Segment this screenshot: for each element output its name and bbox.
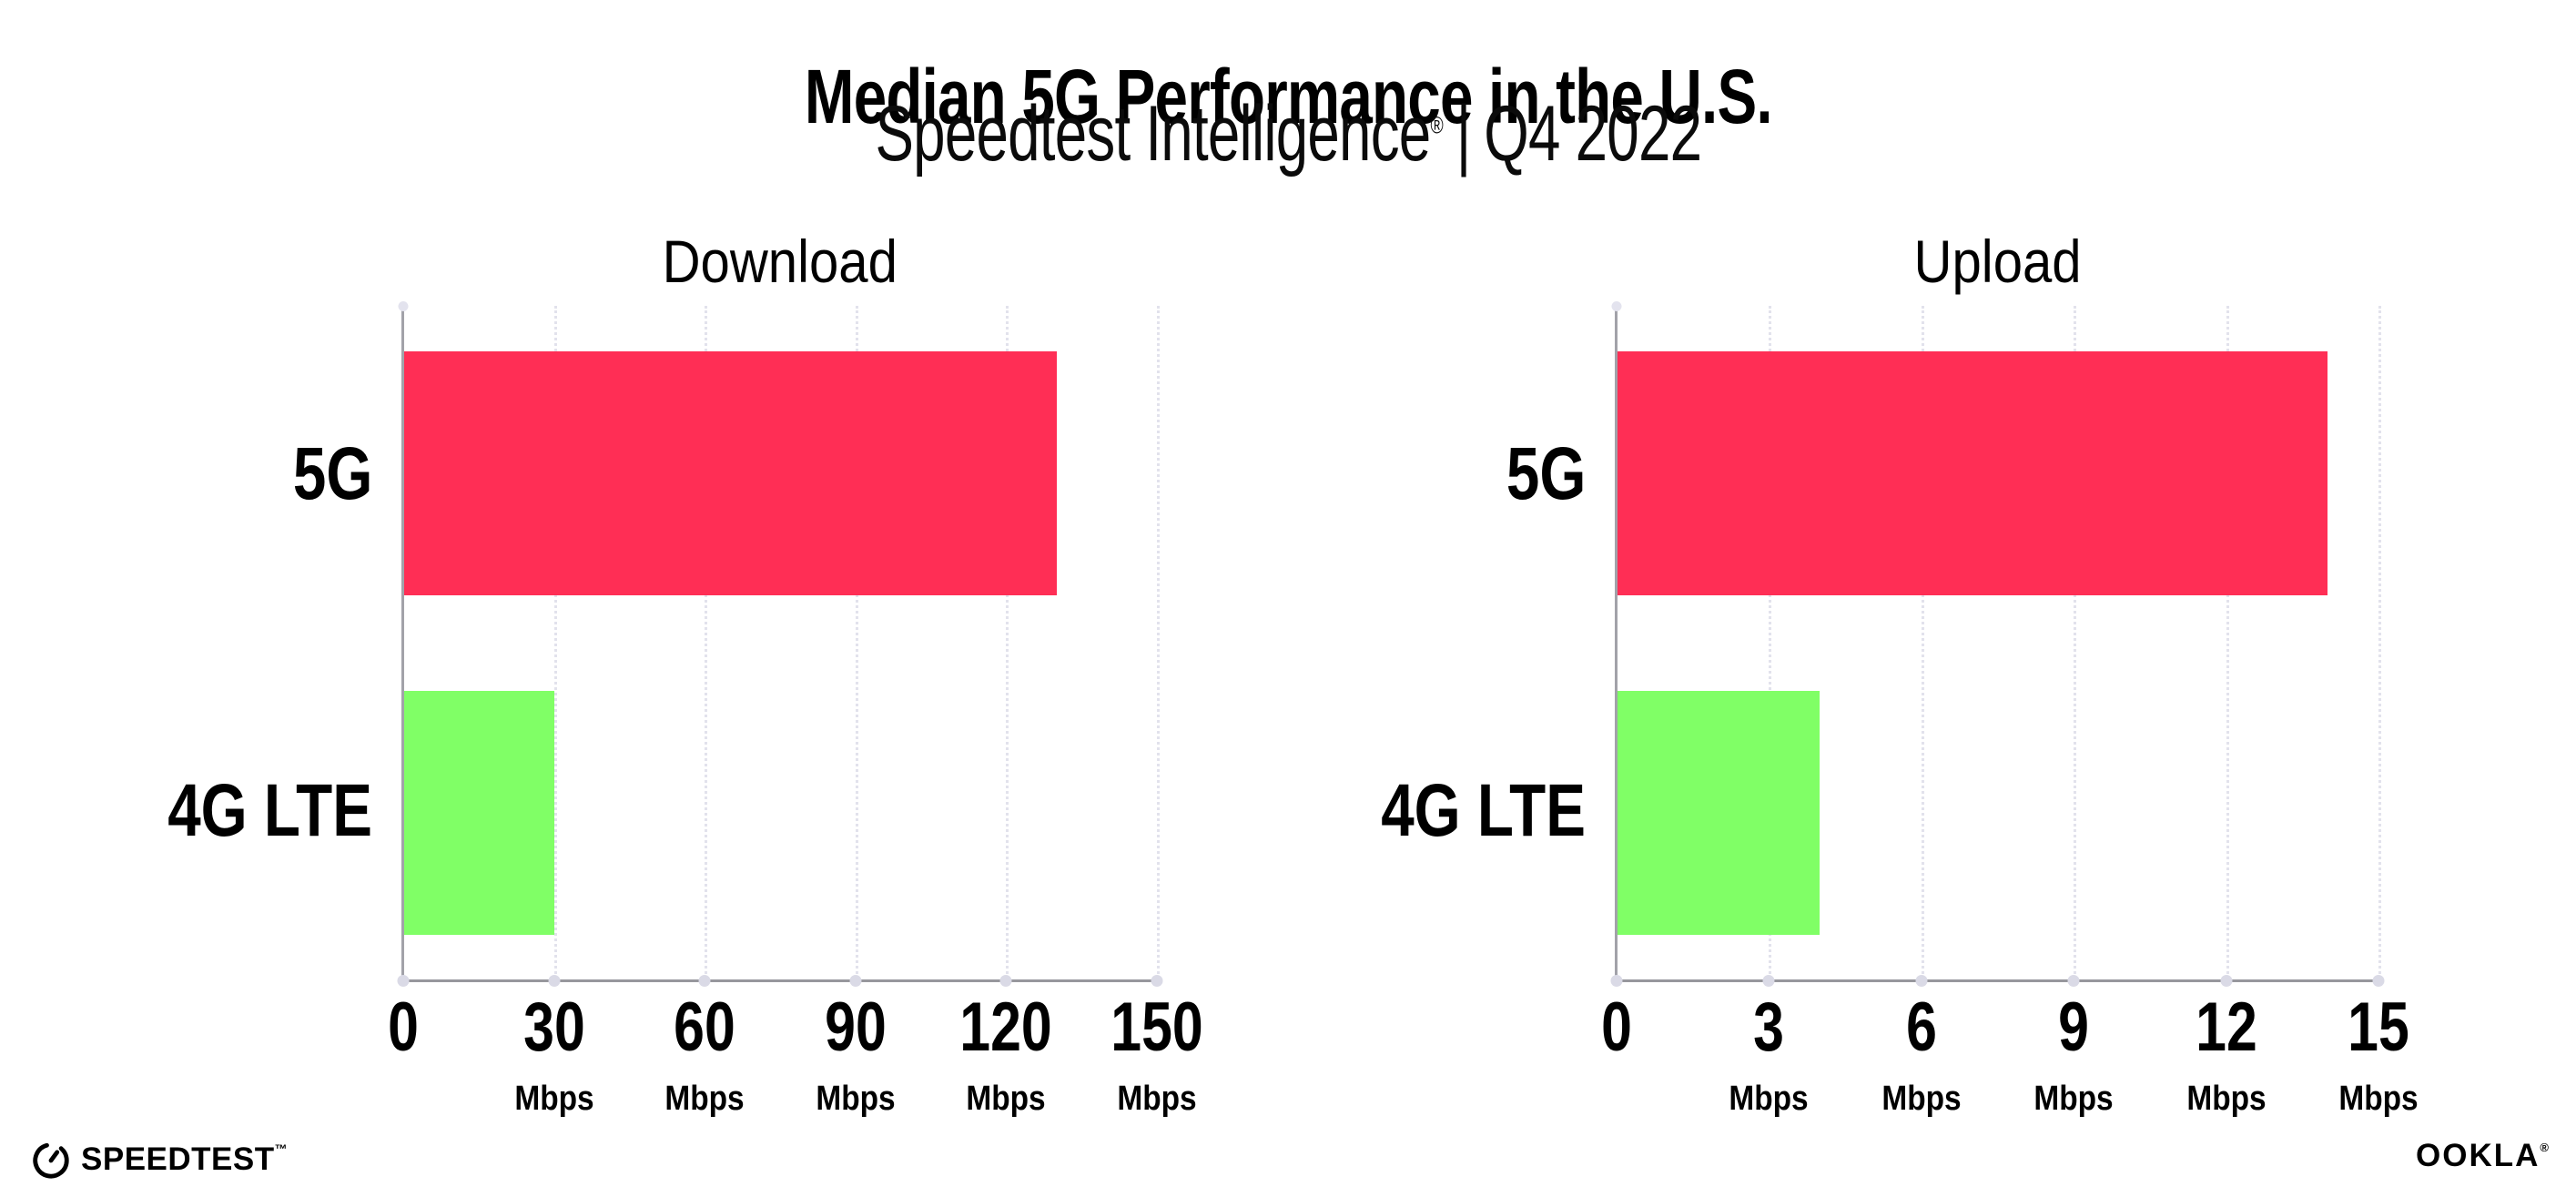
x-tick-label: 30 — [522, 989, 585, 1066]
tick-dot — [2220, 975, 2233, 987]
gridline — [1921, 306, 1924, 979]
tick-dot — [999, 975, 1012, 987]
page-title-text: Median 5G Performance in the U.S. — [804, 54, 1773, 140]
gridline — [2226, 306, 2229, 979]
gridline — [1006, 306, 1009, 979]
bar-4g-lte — [403, 691, 554, 936]
x-tick-label: 0 — [388, 989, 419, 1066]
subtitle-period: Q4 2022 — [1483, 90, 1702, 178]
tick-dot — [397, 975, 410, 987]
x-axis-line — [401, 979, 1157, 982]
gridline — [2378, 306, 2381, 979]
tick-dot — [698, 975, 711, 987]
x-tick-label: 0 — [1601, 989, 1632, 1066]
download-chart: Download 5G 4G LTE 0 30 60 90 120 150 Mb… — [0, 228, 1288, 1147]
x-tick-label: 3 — [1753, 989, 1785, 1066]
tick-dot — [1915, 975, 1928, 987]
x-tick-label: 90 — [824, 989, 887, 1066]
registered-symbol: ® — [2540, 1141, 2551, 1154]
x-tick-label: 15 — [2348, 989, 2409, 1066]
x-tick-unit: Mbps — [2338, 1080, 2419, 1118]
gridline — [2074, 306, 2077, 979]
page-title: Median 5G Performance in the U.S. — [0, 56, 2576, 137]
tick-dot — [548, 975, 561, 987]
x-tick-label: 12 — [2195, 989, 2257, 1066]
gridline — [705, 306, 708, 979]
subtitle-brand: Speedtest Intelligence — [875, 90, 1431, 178]
x-tick-label: 6 — [1905, 989, 1937, 1066]
x-tick-unit: Mbps — [2033, 1080, 2114, 1118]
ookla-wordmark: OOKLA — [2416, 1138, 2541, 1173]
page-subtitle-text: Speedtest Intelligence® | Q4 2022 — [875, 90, 1702, 178]
tick-dot — [2372, 975, 2385, 987]
gridline — [1157, 306, 1160, 979]
category-label-5g: 5G — [1506, 432, 1586, 515]
category-label-4g-lte: 4G LTE — [167, 769, 372, 852]
upload-chart: Upload 5G 4G LTE 0 3 6 9 12 15 Mbps Mbps… — [1288, 228, 2576, 1147]
x-tick-unit: Mbps — [664, 1080, 745, 1118]
bar-4g-lte — [1617, 691, 1820, 936]
page-subtitle: Speedtest Intelligence® | Q4 2022 — [0, 91, 2576, 178]
gridline — [553, 306, 557, 979]
tick-dot — [849, 975, 862, 987]
x-tick-unit: Mbps — [2186, 1080, 2267, 1118]
x-axis-line — [1615, 979, 2378, 982]
gridline — [1769, 306, 1772, 979]
registered-symbol: ® — [1430, 111, 1443, 139]
tick-dot — [1762, 975, 1775, 987]
x-tick-unit: Mbps — [966, 1080, 1047, 1118]
trademark-symbol: ™ — [274, 1141, 289, 1156]
download-chart-title: Download — [662, 228, 898, 295]
download-plot-area — [397, 301, 1163, 987]
tick-dot — [1151, 975, 1163, 987]
bar-5g — [403, 351, 1057, 596]
speedtest-gauge-icon — [30, 1138, 72, 1180]
x-tick-unit: Mbps — [513, 1080, 594, 1118]
speedtest-wordmark: SPEEDTEST™ — [81, 1141, 289, 1177]
y-axis-line — [401, 306, 404, 982]
speedtest-logo: SPEEDTEST™ — [30, 1135, 288, 1182]
bar-5g — [1617, 351, 2328, 596]
x-tick-label: 9 — [2058, 989, 2090, 1066]
ookla-logo: OOKLA® — [2416, 1140, 2551, 1172]
x-tick-unit: Mbps — [1117, 1080, 1197, 1118]
x-tick-unit: Mbps — [1729, 1080, 1810, 1118]
subtitle-separator: | — [1455, 90, 1471, 178]
tick-dot — [1610, 975, 1623, 987]
upload-chart-title: Upload — [1913, 228, 2082, 295]
tick-dot — [2067, 975, 2080, 987]
upload-plot-area — [1610, 301, 2385, 987]
x-tick-label: 120 — [959, 989, 1053, 1066]
category-label-5g: 5G — [292, 432, 372, 515]
x-tick-unit: Mbps — [816, 1080, 896, 1118]
x-tick-label: 150 — [1111, 989, 1203, 1066]
axis-top-dot — [1611, 301, 1622, 311]
x-tick-label: 60 — [674, 989, 736, 1066]
gridline — [855, 306, 858, 979]
y-axis-line — [1615, 306, 1618, 982]
x-tick-unit: Mbps — [1881, 1080, 1962, 1118]
category-label-4g-lte: 4G LTE — [1381, 769, 1586, 852]
axis-top-dot — [398, 301, 409, 311]
